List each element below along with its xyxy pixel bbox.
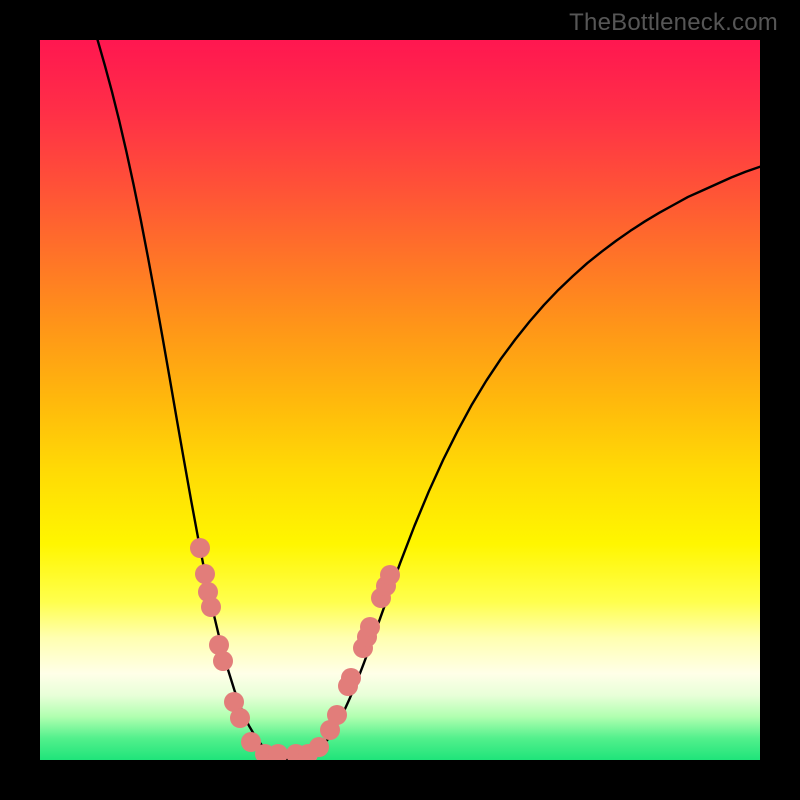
chart-stage: TheBottleneck.com xyxy=(0,0,800,800)
marker-point xyxy=(341,668,361,688)
marker-point xyxy=(360,617,380,637)
marker-point xyxy=(380,565,400,585)
marker-point xyxy=(327,705,347,725)
watermark-text: TheBottleneck.com xyxy=(569,9,778,37)
marker-point xyxy=(201,597,221,617)
bottleneck-curve xyxy=(40,40,760,760)
marker-point xyxy=(268,744,288,760)
curve-path xyxy=(98,40,760,760)
marker-point xyxy=(230,708,250,728)
plot-area xyxy=(40,40,760,760)
marker-point xyxy=(213,651,233,671)
marker-point xyxy=(309,737,329,757)
marker-point xyxy=(190,538,210,558)
marker-point xyxy=(195,564,215,584)
